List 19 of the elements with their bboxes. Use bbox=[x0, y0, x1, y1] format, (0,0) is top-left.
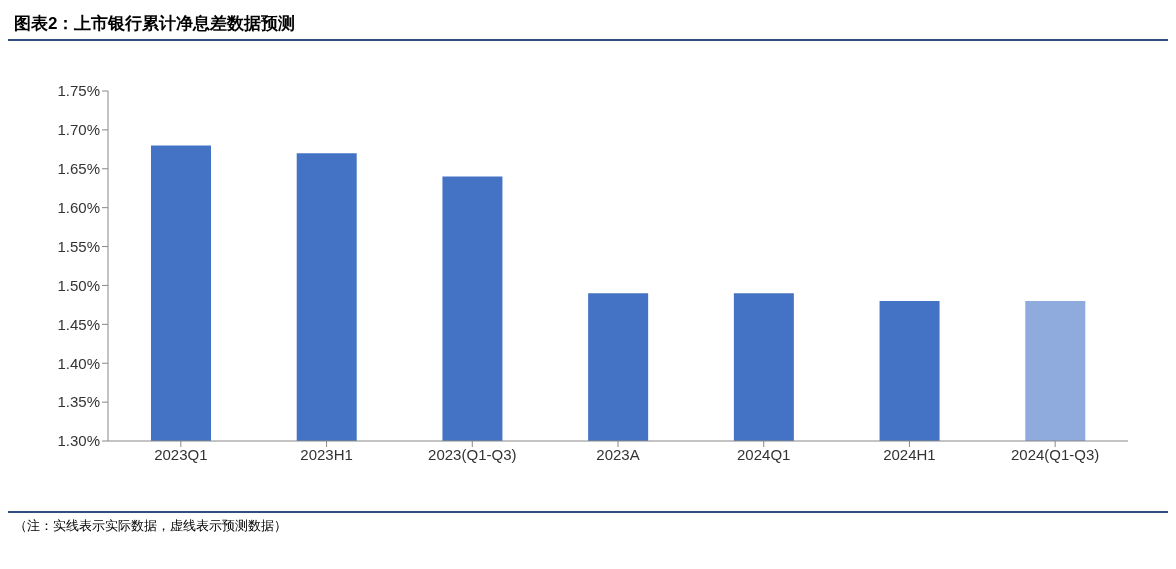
text: （注：实线表示实际数据，虚线表示预测数据） bbox=[14, 518, 287, 533]
y-tick-label: 1.30% bbox=[57, 432, 100, 450]
y-tick-label: 1.75% bbox=[57, 82, 100, 100]
y-tick-label: 1.40% bbox=[57, 354, 100, 372]
y-tick-label: 1.70% bbox=[57, 121, 100, 139]
x-tick-label: 2024H1 bbox=[883, 445, 936, 463]
y-tick-label: 1.50% bbox=[57, 276, 100, 294]
y-tick-label: 1.65% bbox=[57, 160, 100, 178]
y-tick-label: 1.45% bbox=[57, 315, 100, 333]
chart-title: 图表2：上市银行累计净息差数据预测 bbox=[8, 8, 1168, 41]
y-tick-label: 1.60% bbox=[57, 198, 100, 216]
x-tick-label: 2024Q1 bbox=[737, 445, 791, 463]
x-tick-label: 2024(Q1-Q3) bbox=[1010, 445, 1100, 463]
y-tick-label: 1.55% bbox=[57, 237, 100, 255]
x-tick-label: 2023H1 bbox=[300, 445, 353, 463]
y-tick-label: 1.35% bbox=[57, 393, 100, 411]
x-tick-label: 2023Q1 bbox=[154, 445, 208, 463]
x-tick-label: 2023(Q1-Q3) bbox=[428, 445, 517, 463]
x-tick-label: 2023A bbox=[596, 445, 640, 463]
